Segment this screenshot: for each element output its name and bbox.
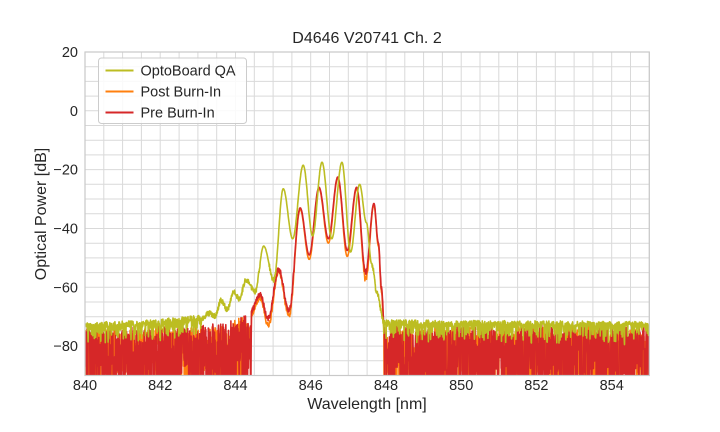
y-tick-label: 0	[70, 104, 78, 120]
legend-item-label: Post Burn-In	[141, 85, 222, 101]
x-tick-label: 844	[223, 378, 247, 394]
series-lines	[85, 161, 650, 376]
x-tick-label: 854	[600, 378, 624, 394]
legend-item-label: OptoBoard QA	[141, 64, 236, 80]
y-tick-label: 20	[62, 45, 78, 61]
x-tick-label: 848	[374, 378, 398, 394]
x-tick-label: 852	[524, 378, 548, 394]
x-axis-label: Wavelength [nm]	[307, 396, 426, 413]
y-tick-label: −60	[53, 280, 78, 296]
series-line-pre-burn-in	[85, 176, 650, 376]
x-tick-label: 840	[73, 378, 97, 394]
x-tick-labels: 840 842 844 846 848 850 852 854	[73, 378, 624, 394]
x-tick-label: 842	[148, 378, 172, 394]
y-tick-label: −80	[53, 339, 78, 355]
x-tick-label: 850	[449, 378, 473, 394]
y-tick-label: −20	[53, 163, 78, 179]
legend-item-label: Pre Burn-In	[141, 106, 215, 122]
y-tick-label: −40	[53, 222, 78, 238]
legend-box	[98, 57, 247, 124]
chart-title: D4646 V20741 Ch. 2	[292, 30, 442, 47]
series-line-optoboard-qa	[85, 161, 650, 346]
legend: OptoBoard QA Post Burn-In Pre Burn-In	[98, 57, 247, 124]
x-tick-label: 846	[299, 378, 323, 394]
plot-border	[84, 51, 650, 377]
y-tick-labels: 20 0 −20 −40 −60 −80	[53, 45, 78, 355]
y-axis-label: Optical Power [dB]	[33, 148, 50, 281]
